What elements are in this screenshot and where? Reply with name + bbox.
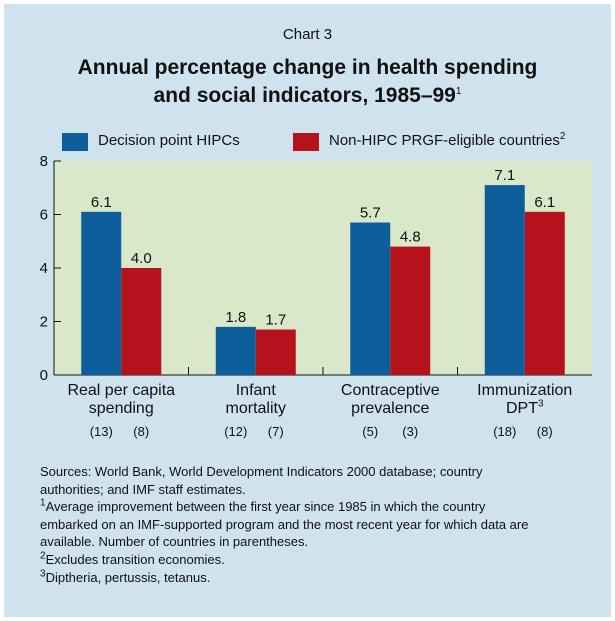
bar-value-label: 4.0 bbox=[131, 250, 152, 267]
legend-swatch-nonhipc bbox=[293, 133, 319, 151]
country-count-label: (8) bbox=[133, 424, 150, 439]
bar-hipc bbox=[215, 326, 256, 375]
country-count-label: (5) bbox=[362, 424, 379, 439]
bar-hipc bbox=[350, 222, 391, 375]
footnote-marker: 1 bbox=[40, 497, 46, 509]
bar-hipc bbox=[81, 211, 122, 375]
chart-number-label: Chart 3 bbox=[282, 26, 333, 43]
category-label-line-2: spending bbox=[88, 400, 154, 417]
category-label-line-1: Infant bbox=[235, 382, 276, 399]
legend-label-nonhipc-text: Non-HIPC PRGF-eligible countries bbox=[329, 132, 560, 149]
bar-chart: 0 2 4 6 8 6.1 1.8 5.7 7.1 4.0 1.7 4.8 6.1 bbox=[40, 153, 592, 384]
footnote-line: embarked on an IMF-supported program and… bbox=[40, 516, 529, 532]
bar-nonhipc bbox=[524, 211, 565, 375]
footnote-line: authorities; and IMF staff estimates. bbox=[40, 481, 246, 497]
footnote-marker: 2 bbox=[40, 550, 46, 562]
footnote-line: available. Number of countries in parent… bbox=[40, 534, 309, 550]
legend-swatch-hipc bbox=[62, 133, 88, 151]
category-label: Contraceptive prevalence bbox=[325, 382, 455, 418]
y-tick-label: 0 bbox=[40, 367, 48, 384]
bar-nonhipc bbox=[121, 268, 162, 375]
country-count-label: (3) bbox=[402, 424, 419, 439]
legend-label-nonhipc: Non-HIPC PRGF-eligible countries2 bbox=[329, 131, 566, 150]
country-count-label: (13) bbox=[89, 424, 113, 439]
category-label-line-1: Contraceptive bbox=[340, 382, 440, 399]
bar-value-label: 1.7 bbox=[265, 312, 286, 329]
chart-panel: Chart 3 Annual percentage change in heal… bbox=[4, 4, 611, 617]
bar-value-label: 4.8 bbox=[400, 229, 421, 246]
category-label-line-2: DPT3 bbox=[505, 398, 544, 417]
y-tick-label: 6 bbox=[40, 207, 48, 224]
bar-value-label: 1.8 bbox=[225, 309, 246, 326]
category-label: Real per capita spending bbox=[56, 382, 186, 418]
category-label-line-1: Immunization bbox=[477, 382, 573, 399]
bar-hipc bbox=[484, 185, 525, 375]
y-tick-label: 8 bbox=[40, 153, 48, 170]
footnote-line: 3Diptheria, pertussis, tetanus. bbox=[40, 568, 211, 585]
y-tick-label: 4 bbox=[40, 260, 48, 277]
chart-title-line-2: and social indicators, 1985–991 bbox=[4, 84, 611, 108]
chart-title-footnote-marker: 1 bbox=[455, 86, 462, 97]
legend-label-hipc: Decision point HIPCs bbox=[98, 132, 240, 149]
bar-value-label: 5.7 bbox=[360, 205, 381, 222]
bar-nonhipc bbox=[390, 246, 431, 375]
footnote-line: 2Excludes transition economies. bbox=[40, 550, 225, 567]
footnote-marker: 3 bbox=[40, 568, 46, 580]
category-label: Immunization DPT3 bbox=[460, 382, 590, 418]
country-count-label: (18) bbox=[493, 424, 517, 439]
bar-value-label: 6.1 bbox=[534, 194, 555, 211]
bar-nonhipc bbox=[255, 329, 296, 375]
bar-value-label: 6.1 bbox=[91, 194, 112, 211]
y-tick-label: 2 bbox=[40, 314, 48, 331]
chart-title-line-2-text: and social indicators, 1985–99 bbox=[153, 84, 456, 107]
legend-label-hipc-text: Decision point HIPCs bbox=[98, 132, 240, 149]
country-count-label: (7) bbox=[267, 424, 284, 439]
legend-label-nonhipc-marker: 2 bbox=[559, 131, 566, 142]
footnote-line: 1Average improvement between the first y… bbox=[40, 497, 486, 515]
country-count-label: (8) bbox=[536, 424, 553, 439]
category-label-line-2: mortality bbox=[225, 400, 286, 417]
bar-value-label: 7.1 bbox=[494, 167, 515, 184]
footnote-line: Sources: World Bank, World Development I… bbox=[40, 464, 483, 479]
chart-title-line-1: Annual percentage change in health spend… bbox=[77, 56, 538, 79]
country-count-label: (12) bbox=[224, 424, 248, 439]
category-label-line-2: prevalence bbox=[351, 400, 430, 417]
category-footnote-marker: 3 bbox=[537, 398, 544, 410]
category-label: Infant mortality bbox=[191, 382, 321, 418]
category-label-line-1: Real per capita bbox=[67, 382, 176, 399]
